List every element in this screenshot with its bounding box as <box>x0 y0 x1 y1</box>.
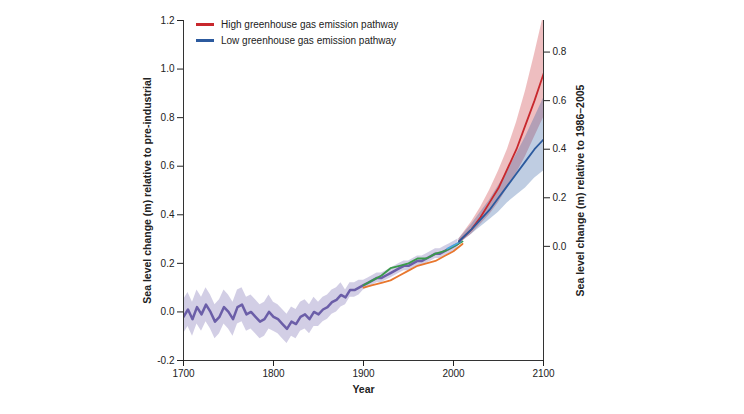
svg-text:0.4: 0.4 <box>161 209 175 220</box>
html-text:High greenhouse gas emission p: High greenhouse gas emission pathway <box>221 18 399 30</box>
svg-text:1700: 1700 <box>172 368 195 379</box>
svg-text:1800: 1800 <box>262 368 285 379</box>
svg-text:0.8: 0.8 <box>161 112 175 123</box>
svg-text:0.6: 0.6 <box>161 160 175 171</box>
svg-text:2100: 2100 <box>532 368 555 379</box>
svg-text:Sea level change (m) relative: Sea level change (m) relative to pre-ind… <box>141 77 153 303</box>
svg-text:0.2: 0.2 <box>161 258 175 269</box>
html-text:Low greenhouse gas emission pa: Low greenhouse gas emission pathway <box>221 34 397 46</box>
svg-text:0.6: 0.6 <box>553 95 567 106</box>
svg-text:1900: 1900 <box>352 368 375 379</box>
svg-text:0.8: 0.8 <box>553 46 567 57</box>
svg-text:2000: 2000 <box>442 368 465 379</box>
svg-text:0.2: 0.2 <box>553 192 567 203</box>
svg-text:1.2: 1.2 <box>161 15 175 26</box>
svg-text:0.0: 0.0 <box>553 241 567 252</box>
svg-text:-0.2: -0.2 <box>157 355 175 366</box>
svg-text:0.4: 0.4 <box>553 143 567 154</box>
svg-text:Year: Year <box>352 383 374 395</box>
svg-text:1.0: 1.0 <box>161 63 175 74</box>
svg-text:Sea level change (m) relative: Sea level change (m) relative to 1986–20… <box>574 84 586 296</box>
svg-text:0.0: 0.0 <box>161 306 175 317</box>
